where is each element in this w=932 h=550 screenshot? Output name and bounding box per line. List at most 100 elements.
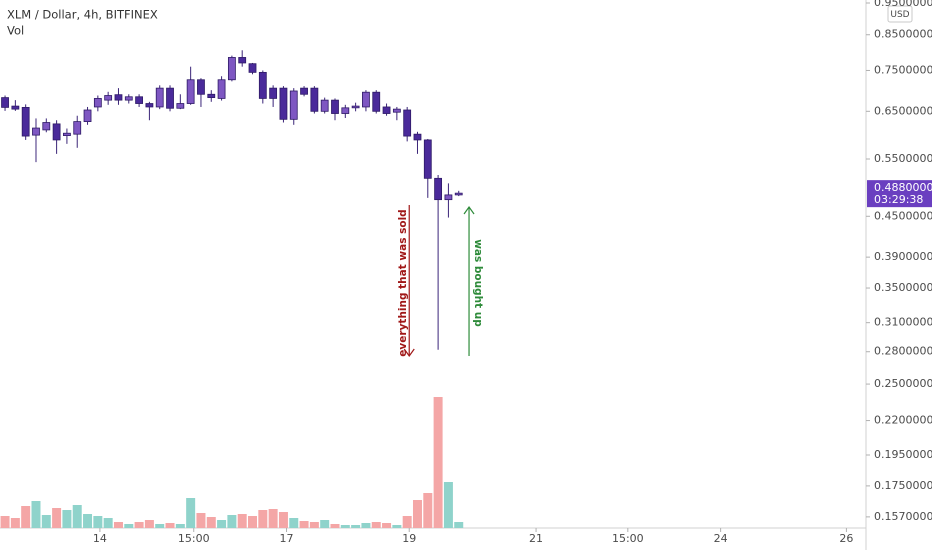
volume-bar (144, 520, 154, 528)
volume-bar (454, 522, 464, 528)
candle-body (403, 109, 412, 137)
annotation-text: everything that was sold (397, 209, 409, 356)
volume-bar (124, 524, 134, 528)
candle-body (32, 127, 40, 136)
candle-body (444, 194, 453, 201)
volume-bar (83, 514, 93, 528)
x-tick-label: 19 (402, 532, 416, 545)
candle-body (83, 109, 92, 123)
candle-body (11, 105, 20, 110)
x-tick-label: 15:00 (612, 532, 644, 545)
candle-body (434, 177, 443, 201)
annotation-text: was bought up (472, 239, 484, 327)
volume-bar (402, 516, 412, 528)
x-tick-label: 24 (714, 532, 728, 545)
volume-bar (21, 506, 31, 528)
candle-body (207, 93, 216, 98)
candle-body (114, 94, 123, 101)
volume-bar (268, 509, 278, 528)
candle-body (269, 87, 278, 99)
candle-body (258, 71, 267, 99)
candle-body (104, 95, 113, 101)
candle-body (392, 108, 401, 113)
candle-body (197, 79, 205, 95)
volume-bar (361, 523, 371, 528)
candle-body (382, 106, 391, 114)
candle-body (351, 105, 360, 109)
candle-body (362, 91, 370, 108)
candle-body (135, 96, 143, 104)
volume-bar (309, 522, 319, 528)
volume-bar (278, 512, 288, 528)
volume-bar (217, 520, 227, 528)
annotation-arrowhead (463, 205, 475, 215)
volume-bar (206, 517, 216, 528)
candle-body (124, 96, 133, 101)
x-tick-label: 15:00 (178, 532, 210, 545)
x-tick-label: 14 (93, 532, 107, 545)
volume-bar (443, 482, 453, 528)
candle-body (454, 192, 463, 196)
candle-body (413, 133, 422, 141)
candle-body (63, 132, 71, 136)
volume-bar (320, 520, 330, 528)
candle-body (42, 122, 51, 131)
volume-bar (165, 523, 175, 528)
volume-bar (196, 513, 206, 528)
volume-bar (340, 525, 350, 528)
volume-bar (227, 515, 237, 528)
volume-bar (155, 524, 165, 528)
annotation-arrowhead (403, 348, 415, 358)
volume-bar (113, 522, 123, 528)
volume-bar (392, 525, 402, 528)
candle-body (372, 91, 381, 112)
plot-area (0, 50, 464, 528)
currency-box (887, 5, 913, 23)
volume-bar (371, 522, 381, 528)
volume-bar (299, 521, 309, 528)
candle-body (186, 79, 195, 104)
chart-title: XLM / Dollar, 4h, BITFINEX (7, 8, 158, 22)
volume-bar (72, 505, 82, 528)
volume-bar (330, 524, 340, 528)
countdown-label: 03:29:38 (874, 193, 923, 206)
candle-body (145, 103, 154, 108)
volume-bar (412, 500, 422, 528)
volume-bar (433, 397, 443, 528)
volume-bar (289, 518, 299, 528)
candle-body (341, 107, 350, 114)
volume-bar (248, 516, 258, 528)
volume-bar (175, 524, 185, 528)
volume-bar (382, 523, 392, 528)
volume-bar (103, 518, 113, 528)
candle-body (217, 79, 226, 99)
volume-label: Vol (7, 24, 24, 38)
volume-bar (134, 522, 144, 528)
currency-label: USD (890, 10, 909, 20)
volume-bar (237, 514, 247, 528)
volume-bar (52, 508, 62, 528)
volume-bar (351, 525, 361, 528)
candle-body (248, 63, 257, 73)
volume-bar (258, 510, 268, 528)
candle-body (331, 99, 339, 114)
x-tick-label: 21 (529, 532, 543, 545)
candle-body (73, 121, 82, 135)
y-tick-label: 0.15700000 (874, 510, 932, 523)
candle-body (310, 87, 319, 112)
candle-body (289, 90, 298, 120)
candle-body (176, 103, 185, 109)
